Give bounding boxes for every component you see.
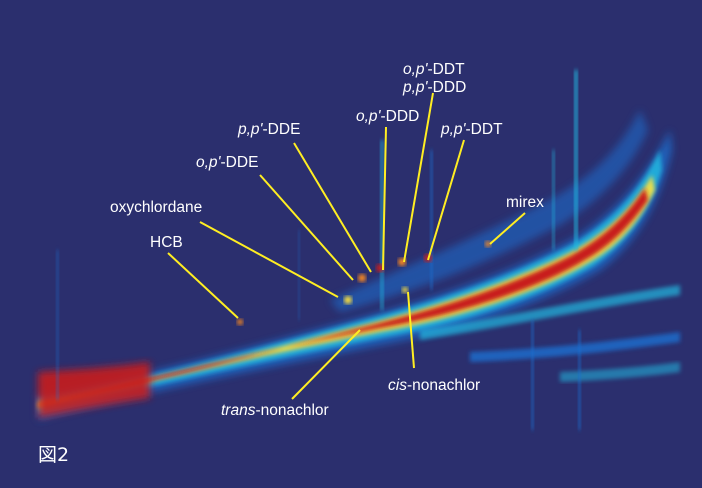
arrow-hcb	[167, 252, 239, 319]
label-cis-nonachlor: cis-nonachlor	[388, 377, 480, 394]
label-op-ddd: o,p'-DDD	[356, 108, 419, 125]
arrow-mirex	[489, 212, 526, 245]
label-pp-ddd: p,p'-DDD	[402, 79, 466, 96]
arrow-op-ddt-pp-ddd	[403, 92, 434, 263]
arrow-pp-dde	[293, 142, 372, 273]
arrow-op-dde	[259, 174, 354, 281]
arrow-cis-nonachlor	[407, 291, 415, 369]
label-op-ddt: o,p'-DDT	[403, 61, 465, 78]
annotation-arrows	[167, 92, 526, 400]
label-op-dde: o,p'-DDE	[196, 154, 258, 171]
label-oxychlordane: oxychlordane	[110, 199, 202, 216]
label-pp-dde: p,p'-DDE	[237, 121, 300, 138]
figure-number: 図2	[38, 444, 70, 466]
arrow-op-ddd	[382, 126, 387, 271]
arrow-pp-ddt	[427, 139, 465, 261]
arrow-trans-nonachlor	[291, 329, 361, 400]
label-hcb: HCB	[150, 234, 183, 251]
label-trans-nonachlor: trans-nonachlor	[221, 402, 329, 419]
heatmap-intensity	[38, 70, 680, 430]
label-pp-ddt: p,p'-DDT	[440, 121, 503, 138]
annotation-labels: HCB oxychlordane o,p'-DDE p,p'-DDE o,p'-…	[110, 61, 544, 419]
arrow-oxychlordane	[199, 221, 339, 298]
label-mirex: mirex	[506, 194, 544, 211]
